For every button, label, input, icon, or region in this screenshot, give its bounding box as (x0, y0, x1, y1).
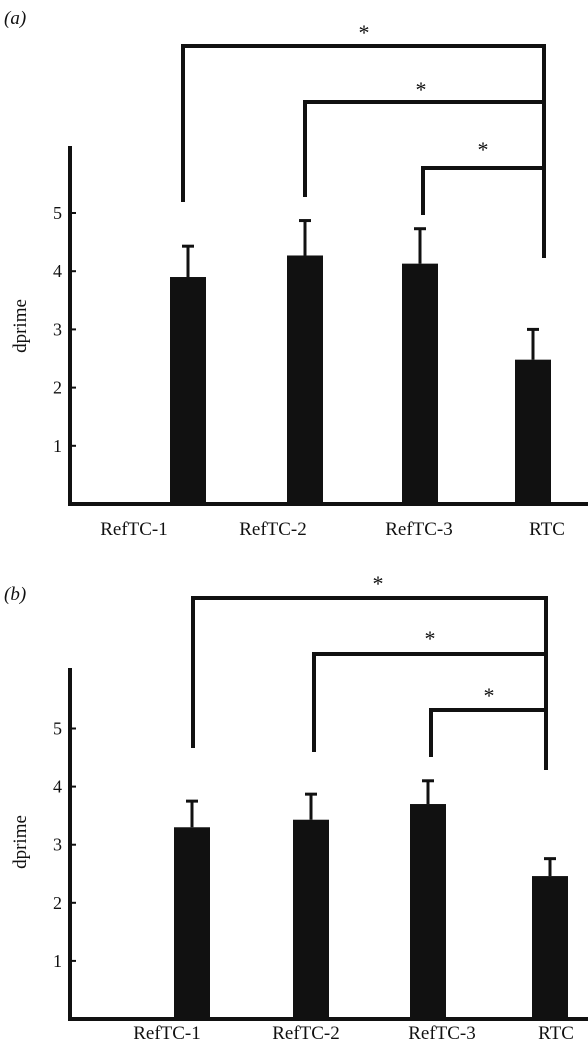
bar (170, 277, 206, 504)
significance-star: * (359, 20, 370, 45)
y-axis-title: dprime (10, 299, 31, 353)
category-label: RefTC-3 (385, 519, 453, 540)
y-tick-label: 1 (53, 436, 62, 456)
significance-star: * (484, 683, 495, 708)
bar (174, 827, 210, 1019)
y-tick-label: 4 (53, 261, 62, 281)
bar (402, 263, 438, 504)
chart-panel-a: (a) 1 2 3 4 5 dprime RefTC-1 RefTC-2 RefTC-3 RTC * *… (4, 8, 588, 540)
y-tick-label: 3 (53, 319, 62, 339)
panel-label: (b) (4, 584, 26, 605)
significance-bracket (429, 708, 548, 770)
bar (293, 819, 329, 1019)
bar (515, 359, 551, 504)
y-tick-label: 5 (53, 203, 62, 223)
significance-bracket (421, 166, 546, 258)
significance-star: * (478, 137, 489, 162)
significance-star: * (373, 571, 384, 596)
bar (287, 255, 323, 504)
category-label: RTC (529, 519, 565, 540)
y-tick-label: 2 (53, 378, 62, 398)
significance-star: * (425, 626, 436, 651)
y-tick-label: 2 (53, 893, 62, 913)
significance-bracket (181, 44, 546, 258)
category-label: RefTC-2 (272, 1023, 340, 1044)
category-label: RefTC-3 (408, 1023, 476, 1044)
y-tick-label: 4 (53, 777, 62, 797)
y-tick-label: 1 (53, 951, 62, 971)
y-axis-title: dprime (10, 815, 31, 869)
significance-star: * (416, 77, 427, 102)
category-label: RefTC-2 (239, 519, 307, 540)
category-label: RTC (538, 1023, 574, 1044)
bar (532, 876, 568, 1019)
y-tick-label: 3 (53, 835, 62, 855)
panel-label: (a) (4, 8, 26, 29)
category-label: RefTC-1 (133, 1023, 201, 1044)
category-label: RefTC-1 (100, 519, 168, 540)
y-tick-label: 5 (53, 719, 62, 739)
bar (410, 804, 446, 1019)
chart-panel-b: (b) 1 2 3 4 5 dprime RefTC-1 RefTC-2 RefTC-3 RTC * *… (4, 571, 588, 1044)
